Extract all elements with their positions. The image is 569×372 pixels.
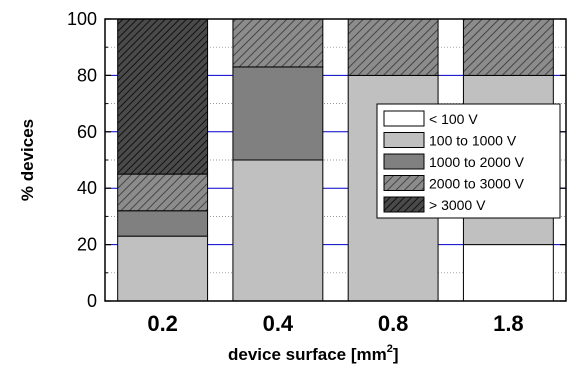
- x-tick-label: 0.8: [378, 311, 409, 336]
- bar-segment-0_4-series-1: [232, 159, 324, 302]
- bar-segment-0_2-series-4: [117, 18, 209, 175]
- y-tick-label: 0: [87, 291, 97, 311]
- legend-label: 100 to 1000 V: [429, 133, 517, 149]
- legend-swatch: [383, 175, 425, 191]
- legend-swatch: [383, 196, 425, 213]
- legend-swatch: [383, 110, 425, 127]
- x-axis: 0.2 0.4 0.8 1.8: [147, 311, 523, 336]
- x-tick-label: 0.4: [263, 311, 294, 336]
- bar-segment-0_4-series-3: [232, 18, 324, 68]
- legend-label: > 3000 V: [429, 197, 486, 213]
- x-tick-label: 0.2: [147, 311, 178, 336]
- x-tick-label: 1.8: [493, 311, 524, 336]
- bar-segment-0_2-series-2: [117, 210, 209, 237]
- x-axis-label-sup: 2: [387, 343, 393, 355]
- y-tick-label: 20: [77, 235, 97, 255]
- legend: < 100 V 100 to 1000 V 1000 to 2000 V 2000 t…: [376, 103, 561, 219]
- bar-segment-0_8-series-3: [347, 18, 439, 76]
- bar-segment-0_4-series-2: [232, 66, 324, 161]
- y-axis-label: % devices: [18, 119, 37, 201]
- legend-label: 1000 to 2000 V: [429, 154, 525, 170]
- legend-label: < 100 V: [429, 111, 478, 127]
- y-tick-label: 80: [77, 65, 97, 85]
- y-tick-label: 40: [77, 178, 97, 198]
- y-tick-label: 60: [77, 122, 97, 142]
- legend-swatch: [383, 132, 425, 148]
- x-axis-label-main: device surface [mm: [228, 345, 387, 364]
- y-tick-label: 100: [67, 9, 97, 29]
- bar-segment-0_2-series-1: [117, 235, 209, 302]
- x-axis-label-close: ]: [393, 345, 399, 364]
- y-axis: 0 20 40 60 80 100: [67, 9, 566, 311]
- x-axis-label: device surface [mm2]: [228, 343, 399, 364]
- bar-segment-1_8-series-3: [462, 18, 554, 76]
- bar-segment-0_2-series-3: [117, 173, 209, 212]
- legend-swatch: [383, 153, 425, 170]
- bar-segment-1_8-series-0: [462, 244, 554, 302]
- legend-label: 2000 to 3000 V: [429, 176, 525, 192]
